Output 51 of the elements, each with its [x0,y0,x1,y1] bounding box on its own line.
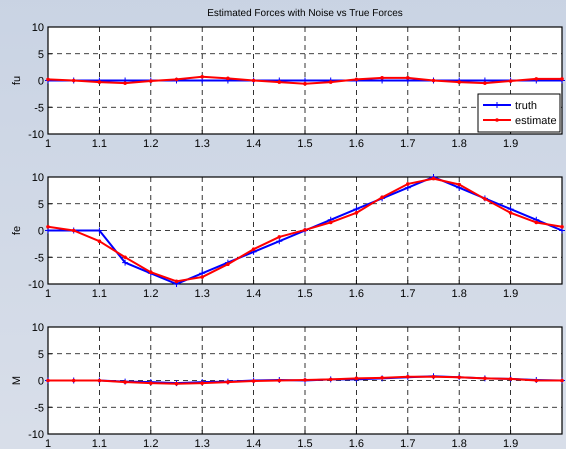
x-tick-label: 1.6 [348,288,364,300]
y-tick-label: 10 [32,322,44,334]
y-tick-label: 5 [38,348,44,361]
x-tick-label: 1.7 [400,288,416,300]
y-axis-title: fu [11,76,23,86]
x-tick-label: 1.6 [348,138,364,150]
y-tick-label: -5 [34,252,44,264]
legend-label: truth [515,100,538,112]
x-tick-label: 1.1 [92,138,108,150]
x-tick-label: 1.5 [297,438,313,449]
y-tick-label: 5 [38,198,44,211]
y-tick-label: -5 [34,402,44,414]
x-tick-label: 1.1 [92,438,108,449]
y-tick-label: 10 [32,172,44,184]
x-tick-label: 1.7 [400,138,416,150]
y-tick-label: 10 [32,22,44,34]
y-tick-label: -10 [28,279,44,291]
x-tick-label: 1.8 [452,138,467,150]
x-tick-label: 1.4 [246,438,262,449]
y-tick-label: -10 [28,429,44,441]
x-tick-label: 1.3 [194,288,210,300]
x-tick-label: 1.6 [348,438,364,449]
x-tick-label: 1.3 [194,138,210,150]
y-tick-label: 0 [38,226,44,238]
x-tick-label: 1.7 [400,438,416,449]
x-tick-label: 1 [44,138,52,150]
y-tick-label: -10 [28,129,44,141]
x-tick-label: 1.5 [297,288,313,300]
y-tick-label: 5 [38,48,44,61]
chart-title: Estimated Forces with Noise vs True Forces [207,8,403,19]
y-tick-label: 0 [38,376,44,388]
x-tick-label: 1 [44,288,52,300]
x-tick-label: 1.9 [502,288,518,300]
x-tick-label: 1.4 [246,288,262,300]
x-tick-label: 1.4 [246,138,262,150]
x-tick-label: 1.2 [143,288,158,300]
x-tick-label: 1.1 [92,288,108,300]
x-tick-label: 1.8 [452,438,467,449]
y-axis-title: fe [11,226,23,236]
y-tick-label: -5 [34,102,44,114]
x-tick-label: 1.8 [452,288,467,300]
x-tick-label: 1.3 [194,438,210,449]
y-tick-label: 0 [38,76,44,88]
x-tick-label: 1 [44,438,52,449]
legend-label: estimate [515,115,557,127]
x-tick-label: 1.2 [143,138,158,150]
x-tick-label: 1.9 [502,438,518,449]
x-tick-label: 1.9 [502,138,518,150]
x-tick-label: 1.2 [143,438,158,449]
x-tick-label: 1.5 [297,138,313,150]
y-axis-title: M [11,376,23,386]
